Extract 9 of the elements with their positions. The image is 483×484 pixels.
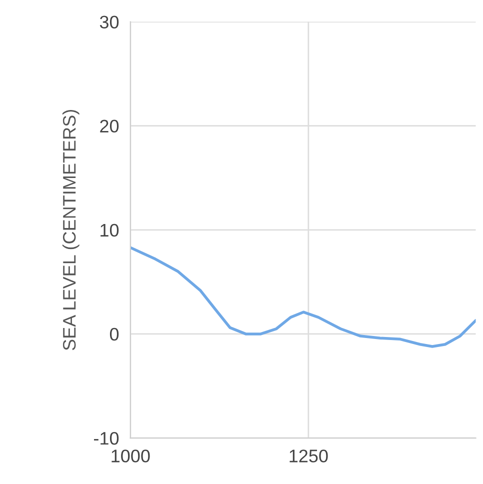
y-tick-label: 30 (100, 16, 119, 28)
line-series (130, 246, 476, 348)
y-tick-label: 0 (110, 328, 119, 341)
y-axis-title: SEA LEVEL (CENTIMETERS) (62, 110, 80, 350)
y-tick-label: 20 (100, 120, 119, 133)
x-tick-label: 1000 (112, 450, 150, 462)
y-tick-label: 10 (100, 224, 119, 237)
y-tick-label: -10 (94, 432, 119, 445)
x-tick-label: 1250 (290, 450, 328, 462)
